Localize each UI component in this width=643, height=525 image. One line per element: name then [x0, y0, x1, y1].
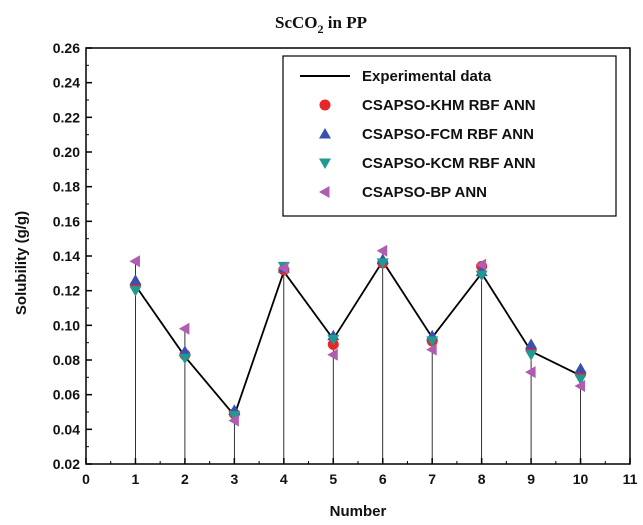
x-tick-label: 4 — [280, 471, 288, 487]
point-csapso-bp-ann — [376, 244, 388, 257]
point-csapso-bp-ann — [426, 343, 437, 356]
y-tick-label: 0.24 — [53, 75, 80, 91]
marker-layer — [129, 244, 587, 427]
x-axis-label: Number — [330, 503, 387, 520]
y-tick-label: 0.26 — [53, 40, 80, 56]
legend-label-csapso-kcm-rbf-ann: CSAPSO-KCM RBF ANN — [362, 155, 536, 172]
y-tick-label: 0.20 — [53, 144, 80, 160]
y-tick-label: 0.02 — [53, 456, 80, 472]
point-csapso-kcm-rbf-ann — [376, 258, 389, 269]
point-csapso-kcm-rbf-ann — [327, 334, 340, 346]
point-csapso-fcm-rbf-ann — [574, 362, 587, 374]
point-csapso-bp-ann — [525, 366, 536, 379]
point-csapso-bp-ann — [228, 414, 239, 427]
x-tick-label: 6 — [379, 471, 387, 487]
y-axis-ticks: 0.02 0.04 0.06 0.08 0.10 0.12 0.14 0.16 0.18 0.20… — [53, 40, 92, 472]
x-tick-label: 1 — [132, 471, 140, 487]
y-tick-label: 0.14 — [53, 248, 80, 264]
x-tick-label: 10 — [573, 471, 589, 487]
legend-label-csapso-khm-rbf-ann: CSAPSO-KHM RBF ANN — [362, 97, 536, 114]
point-csapso-kcm-rbf-ann — [475, 270, 488, 282]
point-csapso-kcm-rbf-ann — [129, 286, 142, 297]
y-tick-label: 0.04 — [53, 421, 80, 437]
x-tick-label: 9 — [527, 471, 535, 487]
legend-label-csapso-bp-ann: CSAPSO-BP ANN — [362, 184, 487, 201]
y-tick-label: 0.12 — [53, 283, 80, 299]
legend-label-experimental-data: Experimental data — [362, 68, 492, 85]
point-csapso-kcm-rbf-ann — [525, 350, 538, 361]
drop-lines — [135, 250, 581, 464]
y-tick-label: 0.18 — [53, 179, 80, 195]
point-csapso-kcm-rbf-ann — [426, 336, 439, 347]
point-csapso-bp-ann — [327, 348, 338, 361]
y-tick-label: 0.10 — [53, 317, 80, 333]
point-csapso-bp-ann — [277, 262, 289, 275]
x-tick-label: 8 — [478, 471, 486, 487]
legend-swatch-csapso-fcm-rbf-ann — [319, 128, 331, 139]
point-csapso-kcm-rbf-ann — [178, 353, 191, 365]
y-tick-label: 0.06 — [53, 387, 80, 403]
legend: Experimental data CSAPSO-KHM RBF ANN CSAPS… — [282, 55, 617, 217]
legend-label-csapso-fcm-rbf-ann: CSAPSO-FCM RBF ANN — [362, 126, 534, 143]
point-csapso-fcm-rbf-ann — [129, 274, 142, 285]
x-tick-label: 3 — [230, 471, 238, 487]
x-tick-label: 5 — [329, 471, 337, 487]
point-csapso-bp-ann — [178, 322, 190, 335]
x-tick-label: 11 — [623, 471, 638, 487]
legend-swatch-csapso-bp-ann — [319, 186, 330, 198]
point-csapso-fcm-rbf-ann — [525, 338, 538, 349]
point-csapso-fcm-rbf-ann — [178, 345, 191, 356]
point-csapso-kcm-rbf-ann — [228, 410, 241, 422]
point-csapso-kcm-rbf-ann — [574, 374, 587, 386]
experimental-data-line — [134, 259, 581, 418]
x-axis-ticks: 0 1 2 3 4 5 6 7 8 9 10 11 — [82, 458, 638, 487]
legend-swatch-csapso-khm-rbf-ann — [319, 99, 331, 111]
legend-swatch-csapso-kcm-rbf-ann — [319, 158, 331, 169]
y-tick-label: 0.16 — [53, 213, 80, 229]
x-tick-label: 7 — [428, 471, 436, 487]
legend-box — [282, 55, 617, 217]
x-tick-label: 2 — [181, 471, 189, 487]
point-csapso-bp-ann — [129, 255, 140, 268]
y-tick-label: 0.08 — [53, 352, 80, 368]
point-csapso-bp-ann — [475, 258, 487, 271]
y-tick-label: 0.22 — [53, 109, 80, 125]
x-tick-label: 0 — [82, 471, 90, 487]
point-csapso-bp-ann — [574, 380, 586, 392]
y-axis-label: Solubility (g/g) — [13, 211, 30, 315]
chart-title: ScCO2 in PP — [275, 13, 367, 36]
series-line-experimental-data — [134, 259, 581, 418]
